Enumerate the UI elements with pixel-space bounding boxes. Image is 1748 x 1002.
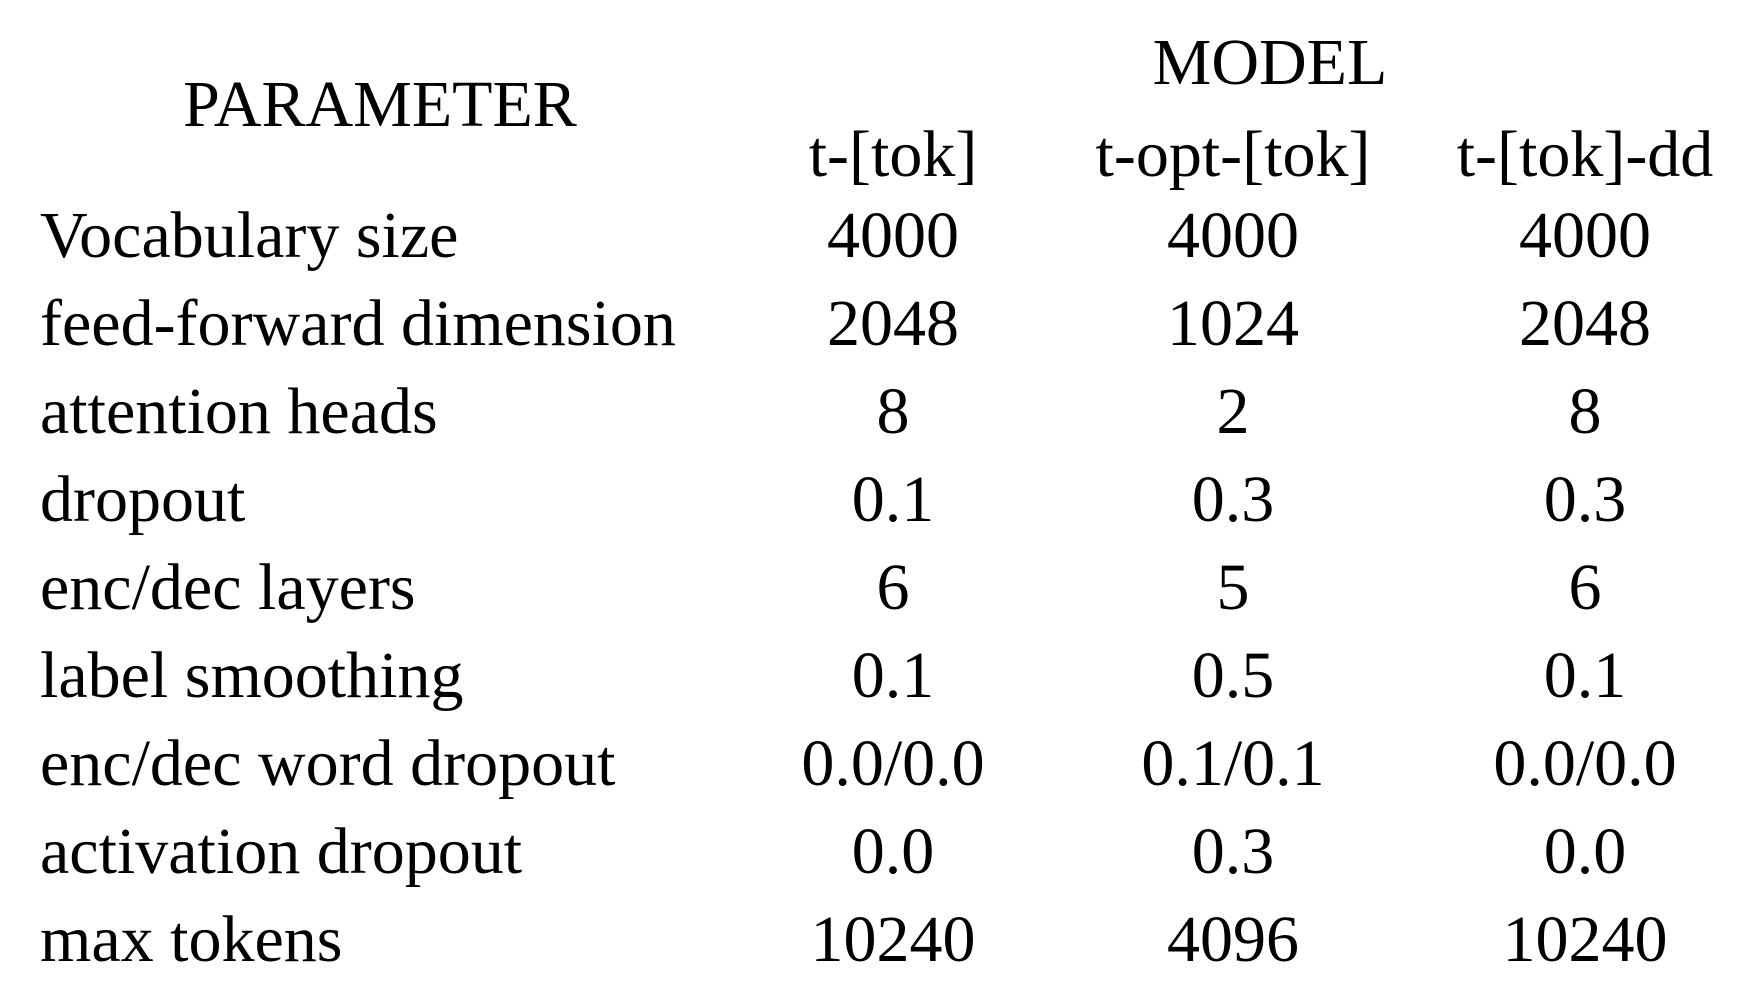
- table-cell: 0.1/0.1: [1141, 727, 1325, 800]
- table-cell: 4096: [1167, 903, 1299, 976]
- table-cell: 0.3: [1191, 815, 1275, 888]
- table-row: activation dropout 0.0 0.3 0.0: [0, 819, 1748, 907]
- row-label: enc/dec word dropout: [40, 727, 616, 800]
- parameter-column-header: PARAMETER: [183, 68, 577, 141]
- model-column-header: t-[tok]: [808, 118, 978, 191]
- table-row: enc/dec layers 6 5 6: [0, 555, 1748, 643]
- table-cell: 0.1: [851, 463, 935, 536]
- table-cell: 10240: [1502, 903, 1668, 976]
- table-cell: 4000: [1167, 199, 1299, 272]
- table-cell: 0.1: [851, 639, 935, 712]
- table-cell: 6: [876, 551, 910, 624]
- table-row: Vocabulary size 4000 4000 4000: [0, 203, 1748, 291]
- row-label: Vocabulary size: [40, 199, 459, 272]
- table-cell: 4000: [1519, 199, 1651, 272]
- table-cell: 8: [876, 375, 910, 448]
- table-cell: 0.5: [1191, 639, 1275, 712]
- row-label: dropout: [40, 463, 246, 536]
- row-label: max tokens: [40, 903, 343, 976]
- row-label: enc/dec layers: [40, 551, 416, 624]
- table-cell: 0.0: [851, 815, 935, 888]
- table-cell: 2048: [827, 287, 959, 360]
- table-cell: 0.0/0.0: [801, 727, 985, 800]
- row-label: label smoothing: [40, 639, 464, 712]
- table-cell: 1024: [1167, 287, 1299, 360]
- table-row: max tokens 10240 4096 10240: [0, 907, 1748, 995]
- table-cell: 8: [1568, 375, 1602, 448]
- table-cell: 5: [1216, 551, 1250, 624]
- table-cell: 0.3: [1543, 463, 1627, 536]
- table-cell: 4000: [827, 199, 959, 272]
- model-column-header: t-opt-[tok]: [1095, 118, 1371, 191]
- row-label: feed-forward dimension: [40, 287, 676, 360]
- table-cell: 0.3: [1191, 463, 1275, 536]
- table-body: Vocabulary size 4000 4000 4000 feed-forw…: [0, 203, 1748, 995]
- table-cell: 0.0/0.0: [1493, 727, 1677, 800]
- table-cell: 10240: [810, 903, 976, 976]
- table-row: enc/dec word dropout 0.0/0.0 0.1/0.1 0.0…: [0, 731, 1748, 819]
- table-row: dropout 0.1 0.3 0.3: [0, 467, 1748, 555]
- table-row: attention heads 8 2 8: [0, 379, 1748, 467]
- table-cell: 0.0: [1543, 815, 1627, 888]
- table-cell: 2048: [1519, 287, 1651, 360]
- table-cell: 2: [1216, 375, 1250, 448]
- row-label: attention heads: [40, 375, 438, 448]
- model-group-header: MODEL: [1152, 26, 1388, 99]
- table-cell: 0.1: [1543, 639, 1627, 712]
- model-column-header: t-[tok]-dd: [1456, 118, 1714, 191]
- table-row: label smoothing 0.1 0.5 0.1: [0, 643, 1748, 731]
- table-row: feed-forward dimension 2048 1024 2048: [0, 291, 1748, 379]
- row-label: activation dropout: [40, 815, 523, 888]
- table-cell: 6: [1568, 551, 1602, 624]
